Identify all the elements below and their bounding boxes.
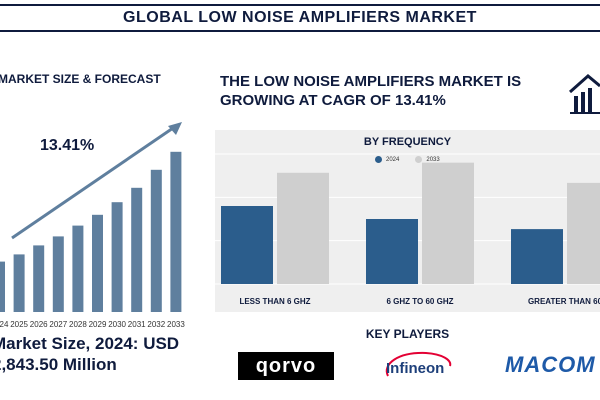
svg-text:Infineon: Infineon	[386, 360, 444, 377]
frequency-legend: 2024 2033	[375, 156, 440, 163]
forecast-tick-2032: 2032	[147, 320, 165, 329]
frequency-bar-2033-1	[277, 172, 329, 284]
headline-line-2: GROWING AT CAGR OF 13.41%	[220, 92, 446, 109]
frequency-bar-2024-2	[366, 219, 418, 284]
frequency-bar-2033-3	[567, 182, 600, 284]
headline: THE LOW NOISE AMPLIFIERS MARKET IS GROWI…	[220, 72, 560, 110]
frequency-bar-2033-2	[422, 162, 474, 284]
headline-line-1: THE LOW NOISE AMPLIFIERS MARKET IS	[220, 73, 522, 90]
forecast-tick-2031: 2031	[128, 320, 146, 329]
infineon-logo: Infineon	[385, 351, 452, 377]
forecast-bar-2027	[52, 236, 64, 312]
market-size-line-1: Market Size, 2024: USD	[0, 334, 180, 353]
forecast-bar-chart: 2024202520262027202820292030203120322033	[0, 122, 185, 329]
frequency-bar-chart: LESS THAN 6 GHZ 6 GHZ TO 60 GHZ GREATER TH…	[215, 153, 600, 306]
forecast-bar-2024	[0, 261, 5, 312]
legend-swatch-2024	[375, 156, 382, 163]
forecast-bar-2028	[72, 225, 84, 312]
frequency-chart-title: BY FREQUENCY	[363, 136, 452, 148]
frequency-category-label: 6 GHZ TO 60 GHZ	[387, 297, 454, 306]
forecast-tick-2027: 2027	[49, 320, 67, 329]
forecast-bar-2025	[13, 254, 25, 312]
legend-item-2024: 2024	[375, 156, 399, 163]
qorvo-logo-text: qorvo	[255, 354, 317, 377]
macom-logo: MACOM	[505, 352, 596, 377]
legend-label-2033: 2033	[426, 156, 440, 163]
title-bar: GLOBAL LOW NOISE AMPLIFIERS MARKET	[0, 4, 600, 32]
growth-arrow	[11, 122, 182, 240]
forecast-bar-2031	[131, 187, 143, 312]
forecast-bar-2032	[150, 169, 162, 312]
forecast-bar-2030	[111, 202, 123, 312]
page-title: GLOBAL LOW NOISE AMPLIFIERS MARKET	[123, 9, 477, 26]
legend-label-2024: 2024	[386, 156, 400, 163]
forecast-tick-2028: 2028	[69, 320, 87, 329]
market-size-text: Market Size, 2024: USD 2,843.50 Million	[0, 333, 212, 375]
legend-item-2033: 2033	[415, 156, 440, 163]
market-size-line-2: 2,843.50 Million	[0, 355, 117, 374]
house-growth-icon	[569, 74, 600, 114]
forecast-bar-2026	[33, 245, 45, 312]
forecast-tick-2026: 2026	[30, 320, 48, 329]
cagr-label: 13.41%	[40, 137, 95, 154]
market-size-heading: MARKET SIZE & FORECAST	[0, 72, 161, 86]
forecast-tick-2025: 2025	[10, 320, 28, 329]
frequency-category-label: GREATER THAN 60	[528, 297, 600, 306]
key-players-title: KEY PLAYERS	[365, 327, 450, 341]
frequency-category-label: LESS THAN 6 GHZ	[239, 297, 310, 306]
forecast-tick-2024: 2024	[0, 320, 9, 329]
frequency-panel: BY FREQUENCY 2024 2033 LESS THAN 6 GHZ 6 …	[215, 130, 600, 312]
forecast-tick-2030: 2030	[108, 320, 126, 329]
qorvo-logo: qorvo	[238, 352, 334, 380]
forecast-tick-2029: 2029	[89, 320, 107, 329]
forecast-bar-2033	[170, 151, 182, 312]
legend-swatch-2033	[415, 156, 423, 163]
forecast-tick-2033: 2033	[167, 320, 185, 329]
frequency-bar-2024-1	[221, 206, 273, 284]
frequency-bar-2024-3	[511, 229, 563, 284]
forecast-bar-2029	[92, 214, 103, 312]
